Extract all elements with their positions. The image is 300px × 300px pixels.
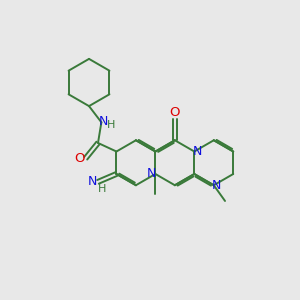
Text: N: N (147, 167, 156, 180)
Text: O: O (169, 106, 180, 119)
Text: N: N (212, 179, 221, 192)
Text: N: N (88, 175, 97, 188)
Text: O: O (74, 152, 85, 165)
Text: N: N (99, 115, 108, 128)
Text: N: N (193, 145, 202, 158)
Text: H: H (106, 120, 115, 130)
Text: H: H (98, 184, 106, 194)
